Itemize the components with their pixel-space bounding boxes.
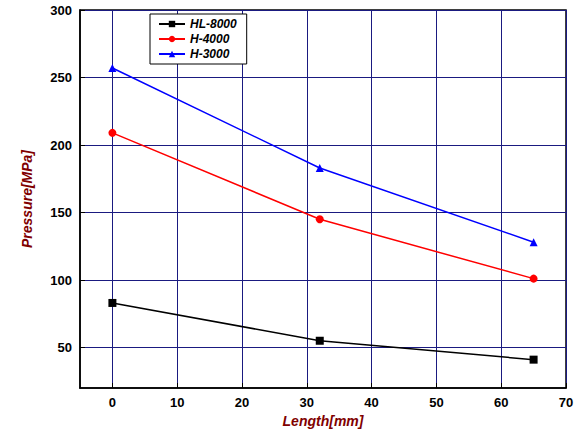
svg-text:40: 40: [364, 395, 378, 410]
svg-text:50: 50: [58, 340, 72, 355]
svg-text:30: 30: [300, 395, 314, 410]
svg-text:Pressure[MPa]: Pressure[MPa]: [19, 149, 35, 248]
svg-text:100: 100: [50, 273, 72, 288]
svg-text:H-4000: H-4000: [190, 32, 230, 46]
svg-text:300: 300: [50, 3, 72, 18]
svg-text:Length[mm]: Length[mm]: [283, 413, 365, 429]
svg-text:250: 250: [50, 70, 72, 85]
svg-text:H-3000: H-3000: [190, 47, 230, 61]
svg-text:60: 60: [494, 395, 508, 410]
svg-text:HL-8000: HL-8000: [190, 17, 237, 31]
svg-text:20: 20: [235, 395, 249, 410]
svg-text:70: 70: [559, 395, 573, 410]
svg-text:0: 0: [109, 395, 116, 410]
svg-text:50: 50: [429, 395, 443, 410]
svg-text:10: 10: [170, 395, 184, 410]
svg-text:150: 150: [50, 205, 72, 220]
svg-text:200: 200: [50, 138, 72, 153]
